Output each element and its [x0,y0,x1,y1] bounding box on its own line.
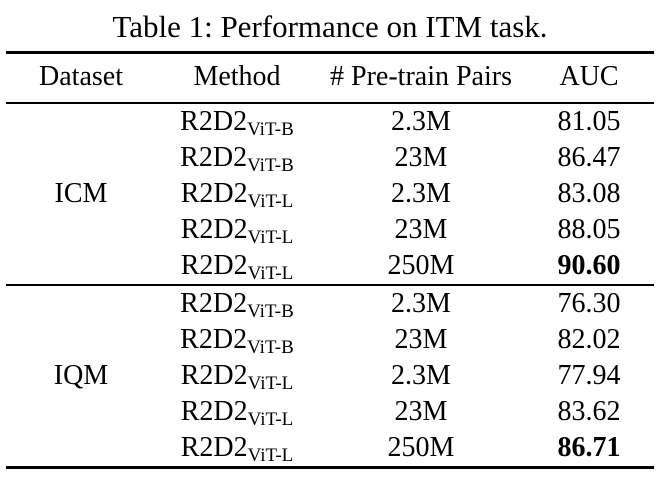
pretrain-pairs-cell: 23M [394,395,448,427]
method-cell: R2D2ViT-B [156,322,318,358]
method-base: R2D2 [180,323,248,355]
method-base: R2D2 [180,431,248,463]
table-row: R2D2ViT-L 2.3M 77.94 [6,358,654,394]
pretrain-pairs-cell: 2.3M [391,359,451,391]
group-iqm: IQM R2D2ViT-B 2.3M 76.30 R2D2ViT-B 23M 8… [6,285,654,468]
method-base: R2D2 [180,105,248,137]
method-cell: R2D2ViT-B [156,103,318,140]
column-header-pretrain-pairs: # Pre-train Pairs [318,52,524,104]
method-cell: R2D2ViT-L [156,212,318,248]
pretrain-pairs-cell: 2.3M [391,105,451,137]
table-header: Dataset Method # Pre-train Pairs AUC [6,52,654,104]
pretrain-pairs-cell: 23M [394,141,448,173]
method-variant-subscript: ViT-L [247,262,294,284]
pretrain-pairs-cell: 23M [394,213,448,245]
performance-table: Dataset Method # Pre-train Pairs AUC ICM… [6,50,654,469]
method-variant-subscript: ViT-B [247,336,294,358]
method-variant-subscript: ViT-L [247,444,294,466]
pretrain-pairs-cell: 2.3M [391,177,451,209]
table-row: R2D2ViT-B 23M 86.47 [6,140,654,176]
method-cell: R2D2ViT-L [156,430,318,468]
column-header-dataset: Dataset [6,52,156,104]
dataset-group-label: IQM [53,359,109,391]
method-cell: R2D2ViT-L [156,358,318,394]
method-cell: R2D2ViT-L [156,394,318,430]
pretrain-pairs-cell: 250M [387,431,455,463]
auc-cell: 86.47 [557,141,621,173]
table-row: R2D2ViT-L 250M 90.60 [6,248,654,285]
auc-cell-best: 90.60 [557,249,621,281]
table-row: R2D2ViT-L 250M 86.71 [6,430,654,468]
auc-cell: 76.30 [557,287,621,319]
group-icm: ICM R2D2ViT-B 2.3M 81.05 R2D2ViT-B 23M 8… [6,103,654,285]
table-row: R2D2ViT-B 23M 82.02 [6,322,654,358]
table-row: IQM R2D2ViT-B 2.3M 76.30 [6,285,654,391]
method-base: R2D2 [180,213,248,245]
pretrain-pairs-cell: 2.3M [391,287,451,319]
method-cell: R2D2ViT-L [156,248,318,285]
method-base: R2D2 [180,249,248,281]
method-base: R2D2 [180,287,248,319]
method-cell: R2D2ViT-L [156,176,318,212]
method-base: R2D2 [180,359,248,391]
table-row: R2D2ViT-L 23M 83.62 [6,394,654,430]
pretrain-pairs-cell: 250M [387,249,455,281]
auc-cell-best: 86.71 [557,431,621,463]
dataset-group-label: ICM [54,177,108,209]
table-caption: Table 1: Performance on ITM task. [112,9,548,44]
table-row: R2D2ViT-L 23M 88.05 [6,212,654,248]
method-variant-subscript: ViT-B [247,118,294,140]
method-base: R2D2 [180,141,248,173]
auc-cell: 81.05 [557,105,621,137]
auc-cell: 88.05 [557,213,621,245]
pretrain-pairs-cell: 23M [394,323,448,355]
column-header-auc: AUC [524,52,654,104]
method-variant-subscript: ViT-B [247,300,294,322]
method-cell: R2D2ViT-B [156,140,318,176]
auc-cell: 83.08 [557,177,621,209]
auc-cell: 82.02 [557,323,621,355]
method-variant-subscript: ViT-L [247,408,294,430]
auc-cell: 77.94 [557,359,621,391]
method-variant-subscript: ViT-L [247,190,294,212]
method-cell: R2D2ViT-B [156,285,318,322]
column-header-method: Method [156,52,318,104]
method-base: R2D2 [180,177,248,209]
method-base: R2D2 [180,395,248,427]
table-row: R2D2ViT-L 2.3M 83.08 [6,176,654,212]
method-variant-subscript: ViT-L [247,372,294,394]
method-variant-subscript: ViT-L [247,226,294,248]
header-row: Dataset Method # Pre-train Pairs AUC [6,52,654,104]
auc-cell: 83.62 [557,395,621,427]
table-row: ICM R2D2ViT-B 2.3M 81.05 [6,103,654,209]
method-variant-subscript: ViT-B [247,154,294,176]
